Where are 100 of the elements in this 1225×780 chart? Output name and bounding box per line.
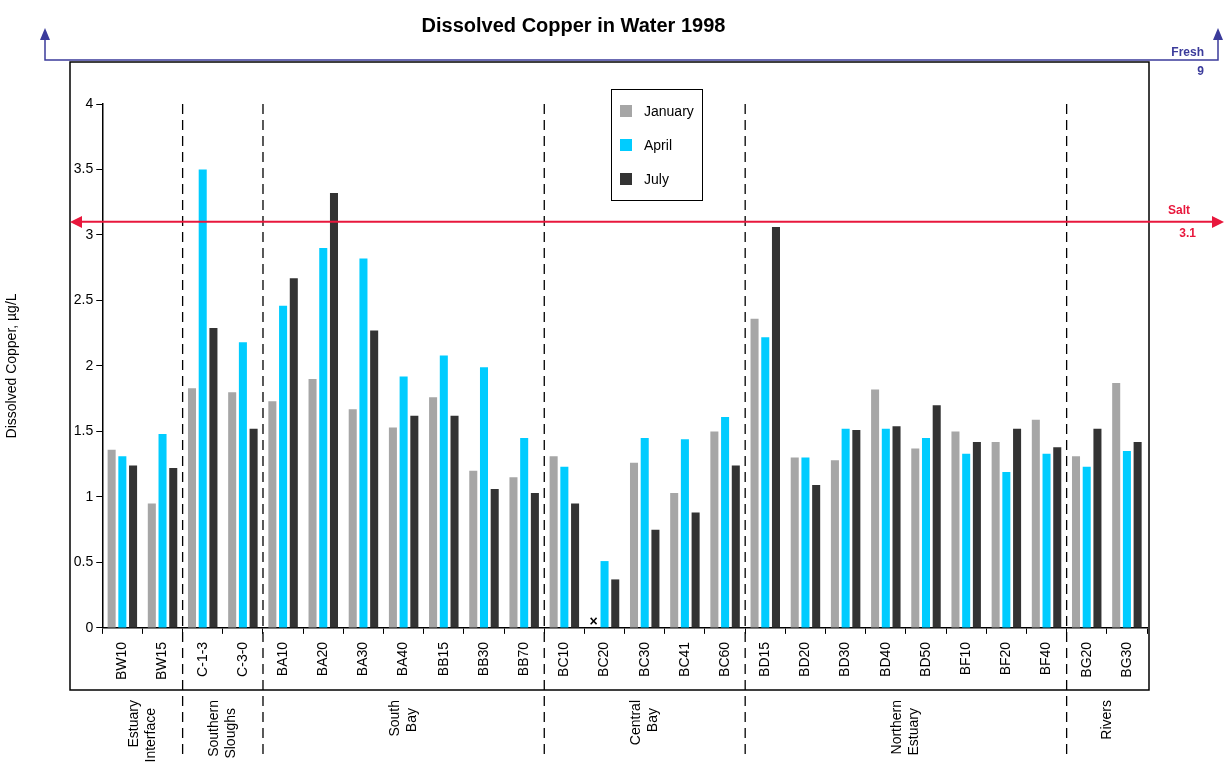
bar <box>359 258 368 628</box>
bar <box>830 460 839 628</box>
bar <box>1042 453 1051 628</box>
bar <box>279 305 288 628</box>
y-tick-label: 2 <box>85 356 94 373</box>
x-tick-label: BD30 <box>836 641 853 677</box>
x-tick-label: BG30 <box>1117 641 1134 678</box>
text: 9 <box>1197 64 1205 79</box>
x-tick-label: BG20 <box>1077 641 1094 678</box>
y-tick-label: 4 <box>85 94 94 111</box>
bar <box>892 426 901 628</box>
x-tick-label: BF10 <box>957 641 974 676</box>
x-tick-label: BC30 <box>635 641 652 677</box>
bar <box>710 431 719 628</box>
bar <box>1071 456 1081 628</box>
bar <box>921 437 931 628</box>
bar <box>1082 466 1091 628</box>
bar <box>771 227 780 628</box>
bar <box>158 434 167 628</box>
bar <box>571 503 580 628</box>
y-tick-label: 1.5 <box>73 422 94 439</box>
bar <box>911 448 920 628</box>
x-tick-label: BC60 <box>715 641 732 677</box>
bar <box>169 468 178 628</box>
x-tick-label: BA30 <box>354 641 371 677</box>
bar <box>439 355 448 628</box>
x-tick-label: BD40 <box>876 641 893 677</box>
bar <box>549 456 558 628</box>
bar <box>129 465 138 628</box>
bar <box>329 193 338 628</box>
bar <box>881 428 890 628</box>
bar <box>249 428 258 628</box>
bar <box>932 405 941 628</box>
bar <box>560 466 569 628</box>
bar <box>750 318 759 628</box>
bar <box>1031 419 1040 628</box>
x-tick-label: BA20 <box>314 641 331 677</box>
bar <box>611 579 620 628</box>
bar <box>147 503 156 628</box>
bar <box>812 485 821 628</box>
bar <box>509 477 518 628</box>
bar <box>319 248 328 628</box>
annotation: × <box>589 612 598 629</box>
bar <box>429 397 438 628</box>
bar <box>1013 428 1022 628</box>
bar <box>490 489 499 628</box>
bar <box>991 441 1000 628</box>
y-tick-label: 3.5 <box>73 160 94 177</box>
x-tick-label: BF40 <box>1037 641 1054 676</box>
x-tick-label: BB30 <box>474 641 491 677</box>
bar <box>761 337 770 628</box>
bar <box>680 439 689 628</box>
x-tick-label: BB70 <box>515 641 532 677</box>
y-tick-label: 0.5 <box>73 553 94 570</box>
bar <box>530 492 539 628</box>
x-tick-label: BA10 <box>273 641 290 677</box>
bar <box>228 392 237 628</box>
bar <box>801 457 810 628</box>
text: Rivers <box>1097 700 1114 740</box>
text: Fresh <box>1171 45 1204 60</box>
bar <box>962 453 971 628</box>
bar <box>841 428 850 628</box>
bar <box>520 437 529 628</box>
x-tick-label: BD20 <box>796 641 813 677</box>
bar <box>852 430 861 628</box>
bar <box>209 327 218 628</box>
bar <box>268 401 277 628</box>
bar <box>790 457 799 628</box>
x-tick-label: C-3-0 <box>233 641 250 677</box>
bar <box>410 415 419 628</box>
bar <box>107 449 116 628</box>
bar <box>691 512 700 628</box>
x-tick-label: BD50 <box>916 641 933 677</box>
text: South Bay <box>385 700 419 737</box>
bar <box>1053 447 1062 628</box>
x-tick-label: BF20 <box>997 641 1014 676</box>
bar <box>198 169 207 628</box>
text: Northern Estuary <box>888 700 922 756</box>
bar <box>187 388 197 628</box>
bar <box>348 409 357 628</box>
y-tick-label: 1 <box>85 487 94 504</box>
bar <box>469 470 478 628</box>
legend-label: July <box>644 171 669 187</box>
bar <box>479 367 489 628</box>
bar <box>721 417 730 628</box>
bar <box>399 376 408 628</box>
bar <box>1122 451 1131 628</box>
x-tick-label: BA40 <box>394 641 411 677</box>
bar <box>1002 472 1011 628</box>
bar <box>670 492 679 628</box>
bar <box>651 529 660 628</box>
bar <box>600 561 609 628</box>
bar <box>1133 441 1142 628</box>
bar <box>972 441 981 628</box>
x-tick-label: BW10 <box>113 641 130 680</box>
y-tick-label: 2.5 <box>73 291 94 308</box>
x-tick-label: BC10 <box>555 641 572 677</box>
legend-label: April <box>644 137 673 153</box>
bar <box>450 415 459 628</box>
bar <box>640 437 649 628</box>
